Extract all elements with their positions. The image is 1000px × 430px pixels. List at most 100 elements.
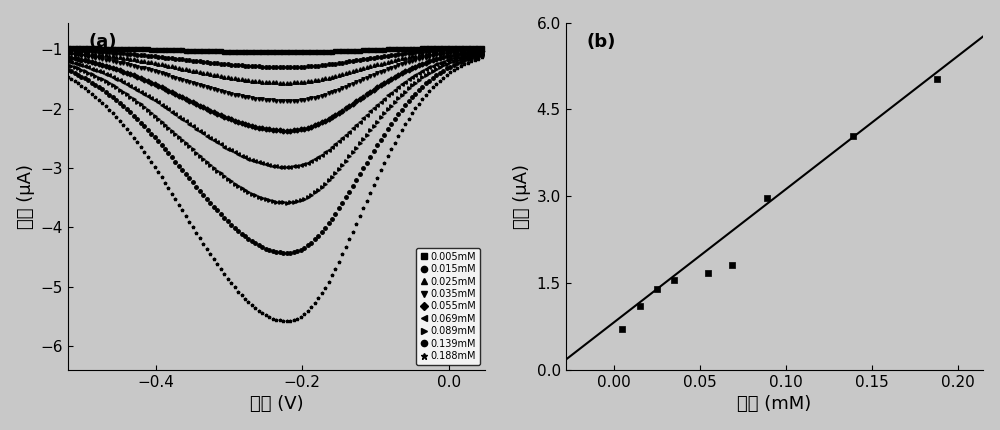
0.025mM <box>476 46 488 52</box>
Y-axis label: 电流 (μA): 电流 (μA) <box>513 164 531 229</box>
0.069mM <box>149 98 161 103</box>
0.089mM <box>173 134 185 139</box>
0.005mM <box>350 48 362 53</box>
0.055mM <box>173 93 185 98</box>
0.015mM <box>350 58 362 63</box>
0.188mM <box>149 164 161 169</box>
X-axis label: 电位 (V): 电位 (V) <box>250 395 303 413</box>
0.089mM <box>281 200 293 205</box>
0.005mM <box>295 50 307 55</box>
0.139mM <box>281 250 293 255</box>
0.069mM <box>476 50 488 55</box>
0.035mM <box>173 76 185 81</box>
0.188mM <box>476 55 488 60</box>
Point <box>632 303 648 310</box>
0.139mM <box>62 67 74 72</box>
0.139mM <box>392 112 404 117</box>
0.139mM <box>173 163 185 168</box>
0.188mM <box>350 221 362 227</box>
Point <box>700 270 716 277</box>
0.015mM <box>392 52 404 57</box>
0.055mM <box>392 72 404 77</box>
0.025mM <box>295 80 307 85</box>
0.025mM <box>350 68 362 73</box>
0.089mM <box>465 53 477 58</box>
0.089mM <box>476 51 488 56</box>
0.035mM <box>149 69 161 74</box>
0.139mM <box>295 247 307 252</box>
Line: 0.069mM: 0.069mM <box>66 51 483 169</box>
0.188mM <box>295 314 307 319</box>
0.069mM <box>392 84 404 89</box>
0.055mM <box>465 50 477 55</box>
0.188mM <box>465 58 477 64</box>
0.069mM <box>295 163 307 168</box>
0.035mM <box>476 48 488 53</box>
0.015mM <box>281 64 293 70</box>
Line: 0.089mM: 0.089mM <box>66 52 483 204</box>
Text: (a): (a) <box>88 33 117 51</box>
0.089mM <box>62 62 74 68</box>
0.055mM <box>281 128 293 133</box>
0.035mM <box>392 63 404 68</box>
0.025mM <box>281 80 293 85</box>
0.055mM <box>350 99 362 104</box>
0.005mM <box>62 46 74 51</box>
Point <box>845 132 861 139</box>
0.015mM <box>62 48 74 53</box>
0.035mM <box>350 80 362 85</box>
0.069mM <box>173 114 185 119</box>
0.089mM <box>295 197 307 203</box>
Legend: 0.005mM, 0.015mM, 0.025mM, 0.035mM, 0.055mM, 0.069mM, 0.089mM, 0.139mM, 0.188mM: 0.005mM, 0.015mM, 0.025mM, 0.035mM, 0.05… <box>416 248 480 365</box>
Line: 0.005mM: 0.005mM <box>66 46 483 54</box>
Point <box>649 286 665 292</box>
0.139mM <box>465 55 477 61</box>
0.055mM <box>295 127 307 132</box>
0.035mM <box>295 98 307 103</box>
0.055mM <box>149 82 161 87</box>
0.055mM <box>62 55 74 60</box>
0.015mM <box>465 46 477 52</box>
0.015mM <box>295 64 307 70</box>
0.188mM <box>392 134 404 139</box>
0.015mM <box>173 56 185 61</box>
0.025mM <box>62 49 74 54</box>
0.055mM <box>476 49 488 54</box>
Text: (b): (b) <box>587 33 616 51</box>
Y-axis label: 电流 (μA): 电流 (μA) <box>17 164 35 229</box>
0.025mM <box>392 57 404 62</box>
0.025mM <box>149 61 161 66</box>
0.089mM <box>392 96 404 101</box>
0.035mM <box>62 52 74 57</box>
0.005mM <box>173 48 185 53</box>
0.069mM <box>465 52 477 57</box>
0.069mM <box>350 122 362 127</box>
0.139mM <box>476 53 488 58</box>
Line: 0.188mM: 0.188mM <box>66 56 483 323</box>
0.069mM <box>281 164 293 169</box>
0.035mM <box>281 98 293 104</box>
Line: 0.139mM: 0.139mM <box>66 54 483 255</box>
0.089mM <box>350 145 362 150</box>
Line: 0.025mM: 0.025mM <box>66 47 483 84</box>
0.188mM <box>62 74 74 79</box>
0.015mM <box>149 54 161 59</box>
0.005mM <box>281 50 293 55</box>
0.025mM <box>173 65 185 71</box>
0.188mM <box>173 202 185 207</box>
0.005mM <box>465 45 477 50</box>
0.089mM <box>149 113 161 118</box>
0.035mM <box>465 49 477 54</box>
Point <box>614 326 630 333</box>
0.139mM <box>350 178 362 183</box>
0.069mM <box>62 58 74 64</box>
Point <box>724 261 740 268</box>
0.005mM <box>149 47 161 52</box>
X-axis label: 浓度 (mM): 浓度 (mM) <box>737 395 812 413</box>
0.139mM <box>149 135 161 140</box>
0.005mM <box>392 46 404 52</box>
0.025mM <box>465 47 477 52</box>
0.188mM <box>281 319 293 324</box>
Line: 0.055mM: 0.055mM <box>66 49 483 132</box>
0.005mM <box>476 45 488 50</box>
